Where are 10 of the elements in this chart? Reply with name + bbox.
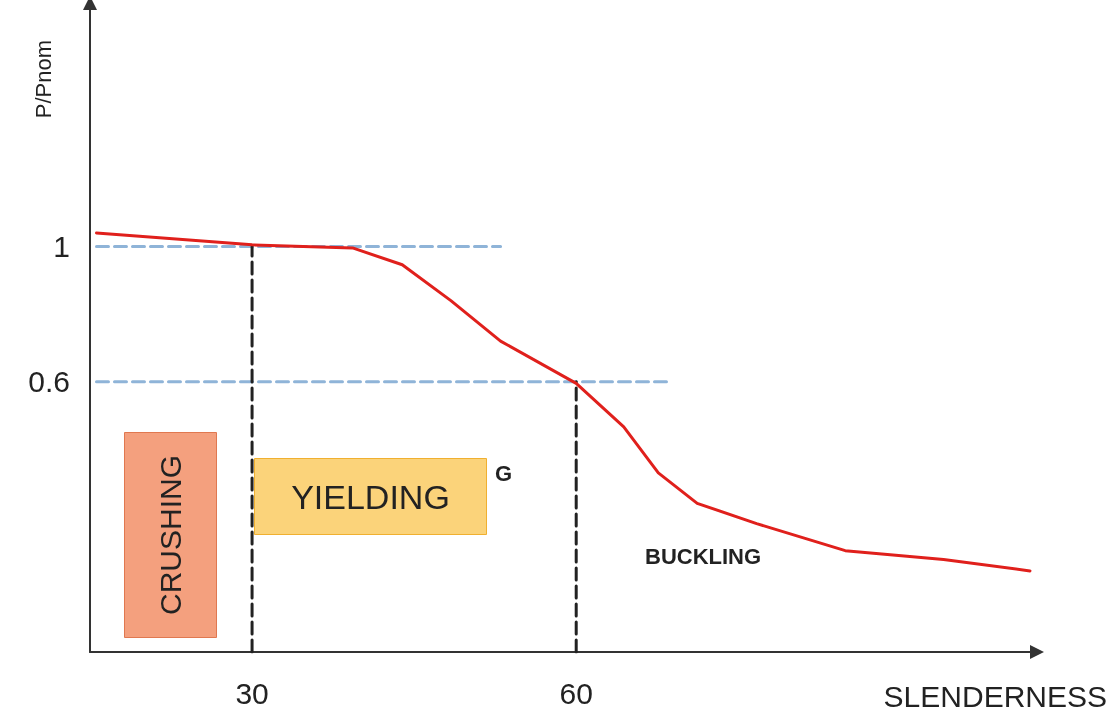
annotation: CRUSHING — [154, 454, 187, 616]
y-tick-label: 0.6 — [28, 365, 70, 399]
x-axis-title: SLENDERNESS — [883, 679, 1107, 713]
annotation: BUCKLING — [645, 543, 762, 569]
y-axis-title: P/Pnom — [30, 39, 56, 119]
y-tick-label: 1 — [53, 230, 70, 264]
annotation: G — [494, 460, 513, 486]
x-tick-label: 30 — [235, 676, 269, 710]
annotation: YIELDING — [291, 477, 450, 516]
x-tick-label: 60 — [559, 676, 593, 710]
